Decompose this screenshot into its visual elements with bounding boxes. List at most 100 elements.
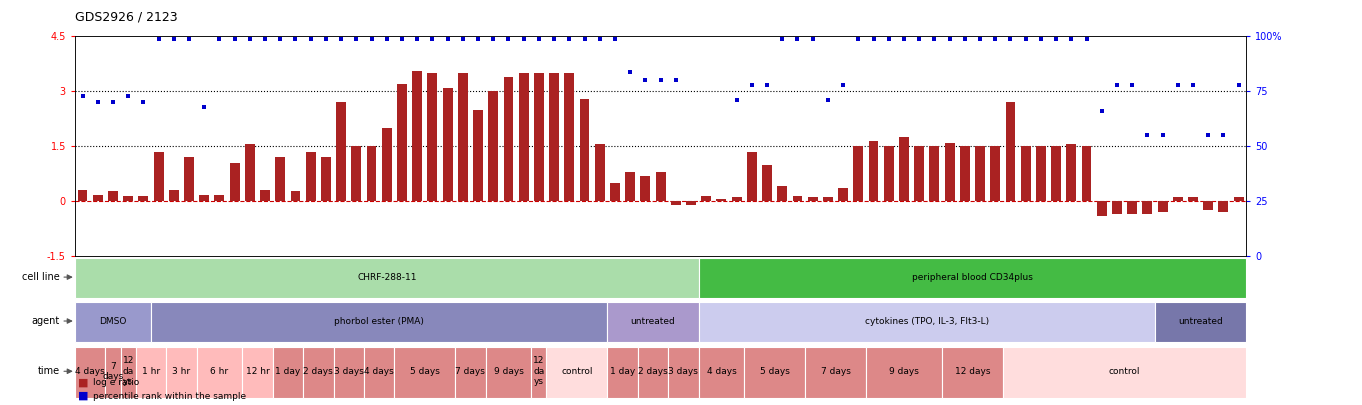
Point (87, 99, 109, 106)
Point (437, 35, 459, 42)
Text: 2 days: 2 days (637, 367, 667, 376)
Point (238, 35, 260, 42)
Bar (260, 190, 270, 201)
Point (300, 35, 321, 42)
Bar (1234, 197, 1244, 201)
Point (847, 35, 869, 42)
Bar (230, 163, 240, 201)
Point (1212, 132, 1234, 139)
Point (270, 35, 291, 42)
Point (817, 97, 839, 103)
Point (787, 35, 809, 42)
Bar (808, 198, 817, 201)
Bar (1051, 146, 1061, 201)
Bar (990, 146, 1000, 201)
Text: phorbol ester (PMA): phorbol ester (PMA) (334, 317, 424, 326)
Bar (305, 152, 316, 201)
Text: 12
da
ys: 12 da ys (533, 356, 545, 386)
Point (406, 35, 428, 42)
Bar (75, 347, 105, 398)
Bar (366, 146, 376, 201)
Text: 3 days: 3 days (334, 367, 364, 376)
Point (1227, 81, 1249, 88)
Bar (655, 172, 666, 201)
Point (985, 35, 1007, 42)
Text: 7 days: 7 days (820, 367, 850, 376)
Bar (1173, 197, 1182, 201)
Point (1015, 35, 1036, 42)
Bar (1158, 201, 1167, 212)
Point (361, 35, 383, 42)
Bar (1188, 197, 1199, 201)
Point (285, 35, 306, 42)
Point (1197, 132, 1219, 139)
Point (1167, 81, 1189, 88)
Bar (1096, 201, 1107, 216)
Point (1061, 35, 1083, 42)
Bar (304, 347, 334, 398)
Point (878, 35, 900, 42)
Point (391, 35, 413, 42)
Bar (321, 157, 331, 201)
Point (620, 68, 642, 75)
Bar (108, 191, 118, 201)
Text: 5 days: 5 days (760, 367, 790, 376)
Point (832, 81, 854, 88)
Text: 5 days: 5 days (410, 367, 440, 376)
Bar (699, 302, 1155, 342)
Bar (763, 164, 772, 201)
Text: 1 day: 1 day (610, 367, 635, 376)
Text: DMSO: DMSO (99, 317, 127, 326)
Point (163, 35, 185, 42)
Bar (121, 347, 136, 398)
Bar (364, 347, 395, 398)
Text: log e ratio: log e ratio (93, 378, 139, 387)
Point (558, 35, 580, 42)
Bar (351, 146, 361, 201)
Bar (838, 188, 849, 201)
Bar (519, 73, 528, 201)
Bar (334, 347, 364, 398)
Point (255, 35, 276, 42)
Bar (595, 145, 605, 201)
Point (862, 35, 884, 42)
Point (315, 35, 336, 42)
Point (512, 35, 534, 42)
Point (1000, 35, 1022, 42)
Bar (671, 201, 681, 205)
Point (893, 35, 915, 42)
Point (421, 35, 443, 42)
Text: time: time (38, 366, 60, 376)
Bar (669, 347, 699, 398)
Bar (564, 73, 575, 201)
Bar (1005, 102, 1016, 201)
Text: 7
days: 7 days (102, 362, 124, 381)
Bar (945, 143, 955, 201)
Point (741, 81, 763, 88)
Text: CHRF-288-11: CHRF-288-11 (357, 273, 417, 281)
Text: cell line: cell line (22, 272, 60, 282)
Point (1091, 108, 1113, 114)
Text: control: control (1109, 367, 1140, 376)
Point (923, 35, 945, 42)
Bar (884, 146, 893, 201)
Bar (610, 183, 620, 201)
Point (193, 103, 215, 110)
Bar (75, 258, 699, 298)
Bar (866, 347, 943, 398)
Point (376, 35, 398, 42)
Text: 9 days: 9 days (493, 367, 523, 376)
Text: untreated: untreated (1178, 317, 1223, 326)
Bar (245, 145, 255, 201)
Bar (93, 195, 102, 201)
Bar (428, 73, 437, 201)
Point (665, 77, 686, 83)
Bar (473, 110, 484, 201)
Bar (75, 302, 151, 342)
Bar (854, 146, 864, 201)
Text: peripheral blood CD34plus: peripheral blood CD34plus (913, 273, 1032, 281)
Point (650, 77, 671, 83)
Bar (686, 201, 696, 205)
Point (102, 99, 124, 106)
Bar (744, 347, 805, 398)
